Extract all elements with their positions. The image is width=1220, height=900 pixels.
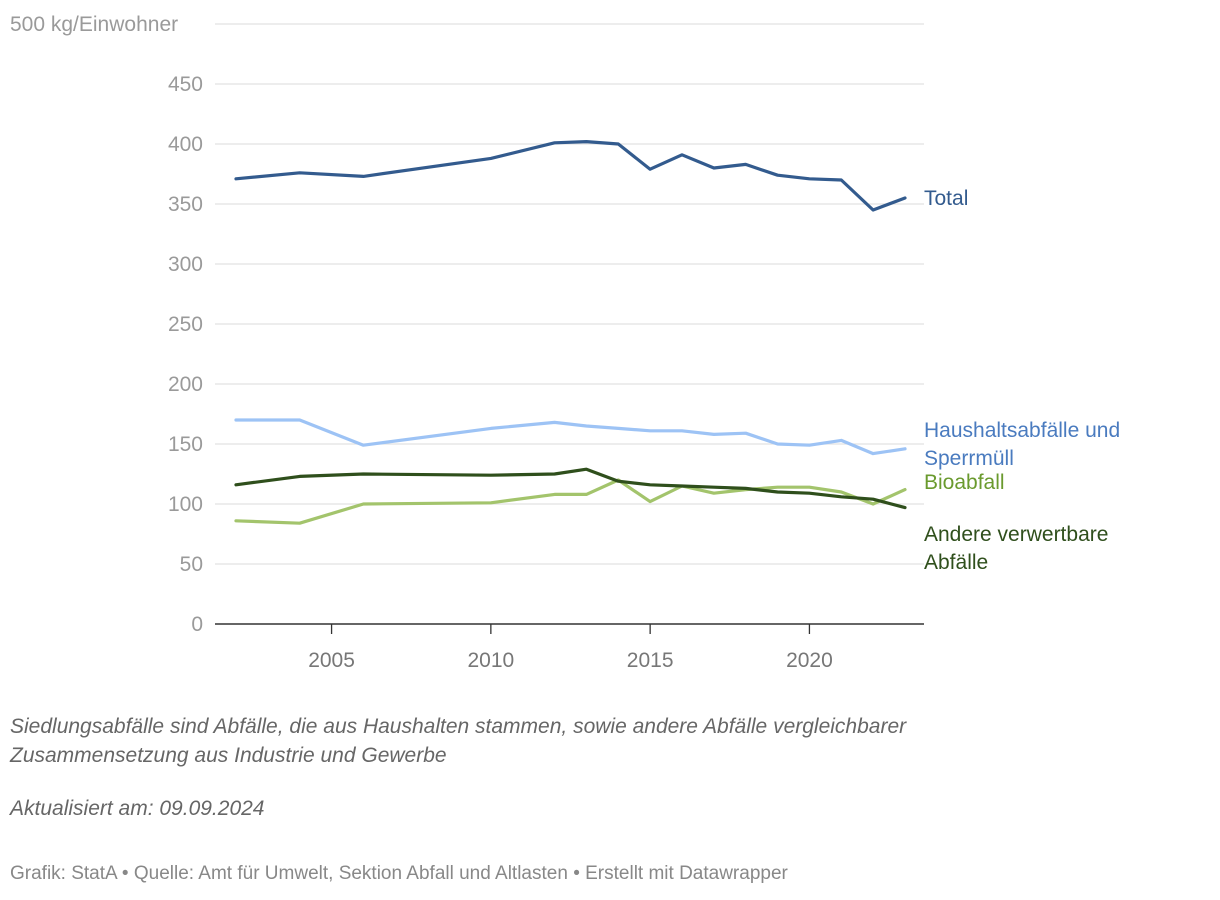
y-tick-label-500: 500 kg/Einwohner — [10, 13, 178, 36]
series-label-andere-verwertbare-abf-lle: Andere verwertbare Abfälle — [924, 523, 1108, 574]
y-tick-label-300: 300 — [168, 253, 203, 276]
series-line-andere-verwertbare-abf-lle — [234, 467, 907, 510]
x-tick-label-2005: 2005 — [308, 649, 355, 672]
series-label-bioabfall: Bioabfall — [924, 471, 1005, 494]
x-tick-label-2015: 2015 — [627, 649, 674, 672]
series-label-haushaltsabf-lle-und-sperrm-ll: Haushaltsabfälle und Sperrmüll — [924, 419, 1120, 470]
series-label-line: Andere verwertbare — [924, 523, 1108, 546]
x-tick-label-2020: 2020 — [786, 649, 833, 672]
y-tick-label-400: 400 — [168, 133, 203, 156]
y-tick-label-150: 150 — [168, 433, 203, 456]
series-label-line: Total — [924, 187, 968, 210]
y-tick-label-250: 250 — [168, 313, 203, 336]
y-tick-label-100: 100 — [168, 493, 203, 516]
series-lines — [234, 140, 907, 525]
chart-footer: Grafik: StatA • Quelle: Amt für Umwelt, … — [10, 863, 788, 884]
y-tick-label-350: 350 — [168, 193, 203, 216]
y-tick-label-0: 0 — [191, 613, 203, 636]
series-label-line: Sperrmüll — [924, 447, 1014, 470]
series-labels: Total Haushaltsabfälle und SperrmüllBioabf… — [924, 187, 1120, 574]
y-axis: 0 50 100 150 200 250 300 350 400 450 500 kg/Einwoh… — [10, 13, 203, 636]
x-tick-label-2010: 2010 — [467, 649, 514, 672]
x-axis: 2005 2010 2015 2020 — [215, 623, 924, 672]
series-label-line: Haushaltsabfälle und — [924, 419, 1120, 442]
series-line-total — [234, 140, 907, 212]
y-tick-label-450: 450 — [168, 73, 203, 96]
gridlines — [215, 23, 924, 565]
y-tick-label-50: 50 — [180, 553, 203, 576]
chart-description: Siedlungsabfälle sind Abfälle, die aus H… — [10, 715, 907, 767]
series-label-total: Total — [924, 187, 968, 210]
series-label-line: Bioabfall — [924, 471, 1005, 494]
y-tick-label-200: 200 — [168, 373, 203, 396]
series-line-haushaltsabf-lle-und-sperrm-ll — [234, 418, 907, 456]
updated-date: Aktualisiert am: 09.09.2024 — [10, 797, 265, 820]
series-label-line: Abfälle — [924, 551, 988, 574]
line-chart: 0 50 100 150 200 250 300 350 400 450 500 kg/Einwoh… — [10, 13, 1120, 672]
series-line-bioabfall — [234, 478, 907, 525]
